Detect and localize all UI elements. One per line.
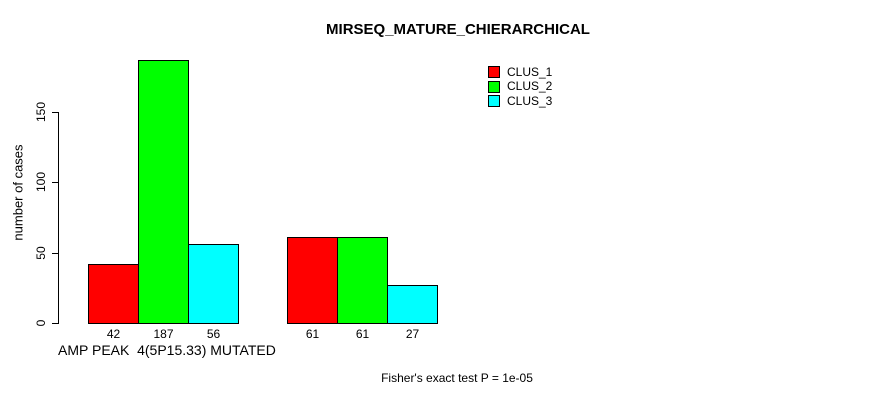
y-axis-tick-label: 50: [34, 246, 48, 260]
y-axis-title: number of cases: [10, 144, 26, 241]
legend-swatch-icon: [488, 95, 500, 108]
pvalue-annotation: Fisher's exact test P = 1e-05: [381, 371, 533, 385]
y-axis-tick-label: 0: [34, 319, 48, 327]
bar-value-label: 61: [355, 327, 370, 341]
bar-group2-clus_1: [287, 237, 338, 324]
y-axis-tick-label: 150: [34, 101, 48, 123]
y-axis-tick-label: 100: [34, 171, 48, 193]
chart-title: MIRSEQ_MATURE_CHIERARCHICAL: [326, 21, 590, 38]
legend: CLUS_1 CLUS_2 CLUS_3: [488, 65, 552, 109]
y-axis-tick: [52, 112, 58, 113]
bar-value-label: 56: [206, 327, 221, 341]
legend-item: CLUS_2: [488, 80, 552, 95]
bar-value-label: 27: [405, 327, 420, 341]
x-axis-label: AMP PEAK 4(5P15.33) MUTATED: [58, 342, 276, 358]
legend-item: CLUS_3: [488, 94, 552, 109]
legend-swatch-icon: [488, 80, 500, 93]
legend-swatch-icon: [488, 66, 500, 79]
y-axis-tick: [52, 253, 58, 254]
y-axis-tick: [52, 182, 58, 183]
legend-label: CLUS_2: [507, 79, 553, 94]
y-axis-line: [58, 112, 59, 324]
bar-group2-clus_2: [337, 237, 388, 324]
bar-group1-clus_2: [138, 60, 189, 324]
bar-group2-clus_3: [387, 285, 438, 324]
legend-label: CLUS_1: [507, 64, 553, 79]
legend-item: CLUS_1: [488, 65, 552, 80]
bar-value-label: 61: [305, 327, 320, 341]
bar-group1-clus_1: [88, 264, 139, 324]
y-axis-tick: [52, 323, 58, 324]
bar-group1-clus_3: [188, 244, 239, 324]
bar-value-label: 42: [106, 327, 121, 341]
legend-label: CLUS_3: [507, 93, 553, 108]
bar-value-label: 187: [153, 327, 174, 341]
